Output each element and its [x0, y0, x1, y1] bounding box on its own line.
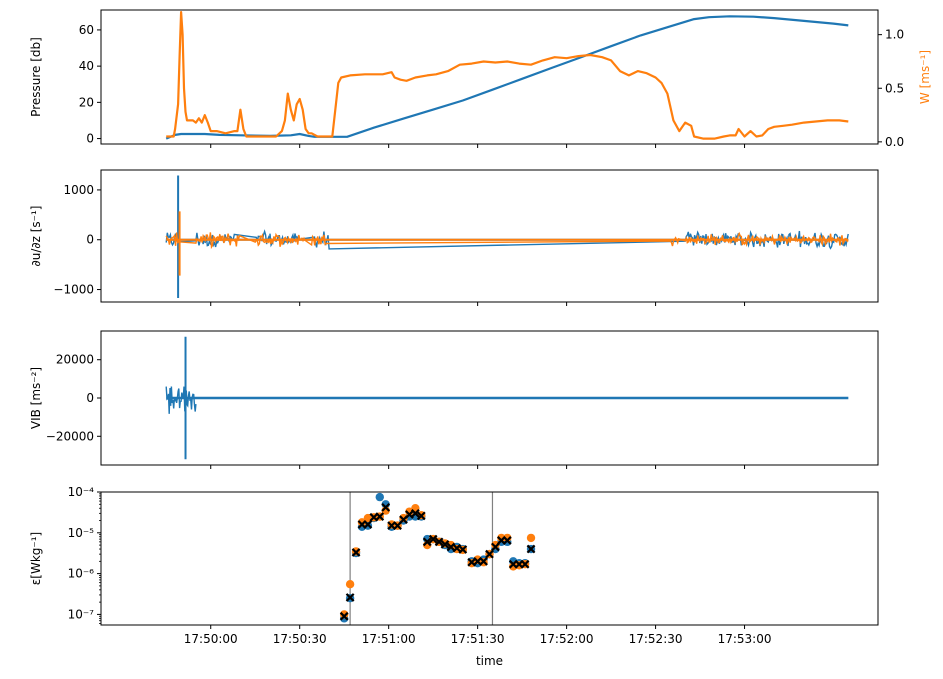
plot-area	[165, 11, 849, 140]
epsilon-2-point	[357, 518, 367, 527]
axes-frame	[100, 491, 879, 626]
y-tick-label: 20	[79, 95, 94, 109]
epsilon-combined-point	[452, 543, 462, 553]
epsilon-2-point	[497, 533, 506, 543]
pressure-panel: 0 20 40 60 0.0 0.5 1.0 W [ms⁻¹] Pressure [db]	[29, 9, 932, 149]
y-axis-label: VIB [ms⁻²]	[29, 367, 43, 429]
epsilon-combined-point	[339, 611, 349, 621]
epsilon-combined-point	[434, 537, 444, 547]
x-tick-label: 17:50:00	[184, 632, 238, 646]
x-tick-label: 17:52:00	[540, 632, 594, 646]
y2-tick-label: 0.0	[885, 135, 904, 149]
epsilon-combined-point	[485, 549, 494, 559]
y-tick-label: 10⁻⁴	[68, 485, 95, 499]
vib-burst-line	[165, 386, 197, 414]
epsilon-combined-point	[479, 556, 488, 566]
epsilon-combined-point	[491, 542, 500, 552]
x-axis-label: time	[476, 654, 503, 668]
epsilon-combined-point	[502, 536, 512, 545]
y2-tick-label: 1.0	[885, 28, 904, 42]
w-series-line	[166, 11, 849, 140]
y-tick-label: 1000	[63, 183, 94, 197]
axes-frame	[100, 169, 879, 303]
dissipation-panel: 10⁻⁷ 10⁻⁶ 10⁻⁵ 10⁻⁴ 17:50:00 17:50:30 17:51:00…	[29, 485, 879, 668]
plot-area	[165, 336, 849, 460]
y-tick-label: 0	[86, 391, 94, 405]
x-tick-label: 17:51:30	[451, 632, 505, 646]
y-axis-label: ε[Wkg⁻¹]	[29, 532, 43, 585]
epsilon-combined-point	[363, 520, 373, 529]
y-tick-label: 20000	[56, 353, 94, 367]
y-tick-label: 0	[86, 132, 94, 146]
epsilon-2-point	[345, 579, 355, 589]
epsilon-combined-point	[422, 537, 432, 547]
x-tick-label: 17:50:30	[273, 632, 327, 646]
epsilon-combined-point	[416, 511, 426, 521]
axes-frame	[100, 9, 879, 145]
vibration-panel: −20000 0 20000 VIB [ms⁻²]	[29, 330, 879, 469]
epsilon-2-point	[399, 513, 408, 523]
shear-panel: −1000 0 1000 ∂u/∂z [s⁻¹]	[29, 169, 879, 306]
epsilon-combined-point	[526, 544, 536, 554]
epsilon-2-point	[339, 610, 349, 619]
y-tick-label: −1000	[53, 283, 94, 297]
x-tick-label: 17:52:30	[629, 632, 683, 646]
epsilon-combined-point	[520, 559, 530, 569]
y-tick-label: 0	[86, 233, 94, 247]
y-axis-label: ∂u/∂z [s⁻¹]	[29, 206, 43, 267]
epsilon-combined-point	[458, 545, 468, 554]
y-tick-label: 40	[79, 59, 94, 73]
epsilon-combined-point	[381, 502, 391, 512]
x-tick-label: 17:51:00	[362, 632, 416, 646]
y-tick-label: 60	[79, 23, 94, 37]
epsilon-combined-point	[410, 508, 420, 518]
epsilon-combined-point	[375, 512, 385, 521]
plot-area	[165, 175, 849, 299]
y2-tick-label: 0.5	[885, 81, 904, 95]
x-tick-label: 17:53:00	[718, 632, 772, 646]
y-tick-label: −20000	[46, 429, 94, 443]
epsilon-combined-point	[345, 593, 355, 602]
y-tick-label: 10⁻⁶	[68, 567, 95, 581]
y-tick-label: 10⁻⁵	[68, 526, 95, 540]
y-tick-label: 10⁻⁷	[68, 607, 95, 621]
epsilon-combined-point	[351, 548, 361, 557]
y-axis-label: Pressure [db]	[29, 37, 43, 117]
epsilon-combined-point	[440, 540, 450, 549]
y2-axis-label: W [ms⁻¹]	[918, 50, 932, 104]
plot-area	[339, 492, 536, 625]
epsilon-combined-point	[428, 534, 438, 544]
epsilon-1-point	[375, 492, 384, 502]
epsilon-2-point	[503, 533, 512, 543]
epsilon-2-point	[526, 533, 536, 543]
pressure-series-line	[165, 15, 849, 140]
